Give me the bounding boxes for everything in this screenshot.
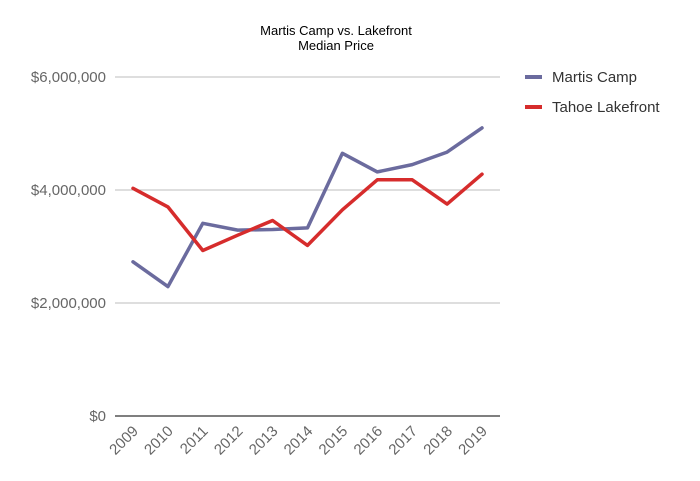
x-tick-label: 2019 bbox=[455, 423, 491, 459]
series-lines bbox=[131, 126, 484, 289]
x-tick-label: 2015 bbox=[316, 423, 352, 459]
chart-subtitle: Median Price bbox=[298, 38, 374, 53]
y-tick-label: $4,000,000 bbox=[31, 182, 106, 199]
x-tick-label: 2012 bbox=[211, 423, 247, 459]
y-tick-label: $2,000,000 bbox=[31, 295, 106, 312]
x-tick-label: 2013 bbox=[246, 423, 282, 459]
x-tick-label: 2011 bbox=[177, 423, 212, 458]
x-tick-label: 2014 bbox=[281, 423, 317, 459]
x-tick-label: 2016 bbox=[351, 423, 387, 459]
x-tick-label: 2018 bbox=[420, 423, 456, 459]
series-line-tahoe-lakefront bbox=[131, 172, 484, 253]
x-axis-ticks: 2009 2010 2011 2012 2013 2014 2015 2016 2017 2018… bbox=[106, 423, 491, 459]
x-tick-label: 2017 bbox=[385, 423, 421, 459]
y-tick-label: $0 bbox=[89, 408, 106, 425]
gridlines bbox=[115, 76, 500, 417]
y-axis-ticks: $0 $2,000,000 $4,000,000 $6,000,000 bbox=[31, 69, 106, 425]
x-tick-label: 2009 bbox=[106, 423, 142, 459]
series-line-martis-camp bbox=[131, 126, 484, 289]
legend: Martis Camp Tahoe Lakefront bbox=[525, 69, 660, 116]
chart-title: Martis Camp vs. Lakefront bbox=[260, 23, 412, 38]
x-tick-label: 2010 bbox=[141, 423, 177, 459]
legend-label: Martis Camp bbox=[552, 69, 637, 86]
legend-label: Tahoe Lakefront bbox=[552, 99, 660, 116]
y-tick-label: $6,000,000 bbox=[31, 69, 106, 86]
